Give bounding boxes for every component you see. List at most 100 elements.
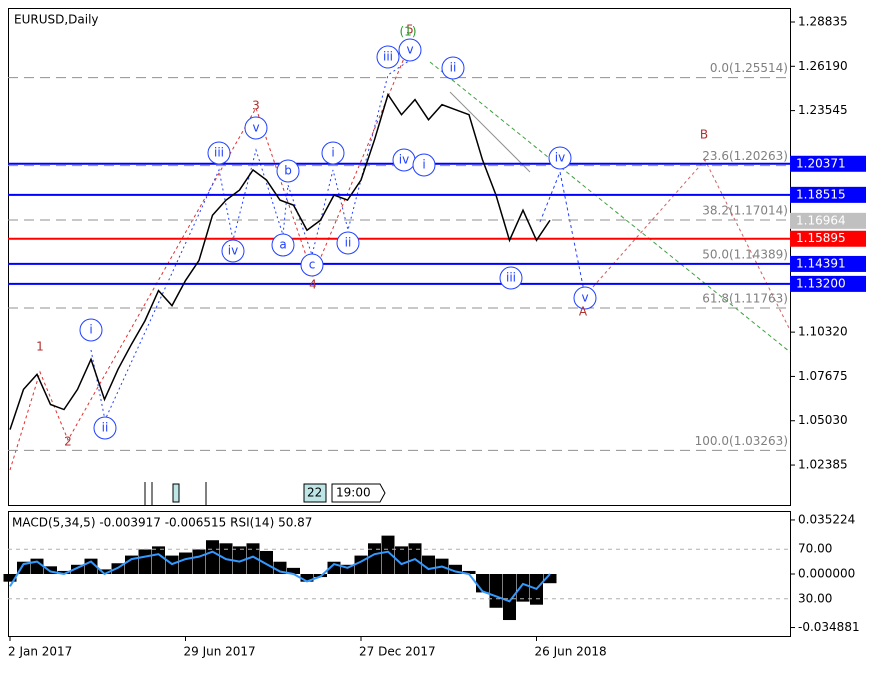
macd-bar: [449, 564, 462, 574]
price-tag-label: 1.14391: [796, 256, 846, 270]
macd-bar: [489, 574, 503, 608]
wave-circle: [300, 253, 324, 277]
wave-label: i: [331, 146, 334, 160]
macd-bar: [516, 574, 530, 602]
price-tag: [790, 212, 866, 229]
x-tick-label: 29 Jun 2017: [184, 645, 256, 659]
wave-label: v: [581, 291, 588, 305]
y-tick-label: 1.26190: [798, 59, 848, 73]
price-tag-label: 1.13200: [796, 276, 846, 290]
y-tick-label: 0.000000: [798, 567, 855, 581]
y-tick-label: 0.035224: [798, 512, 855, 526]
macd-bar: [395, 546, 408, 574]
price-tag: [790, 186, 866, 203]
macd-bar: [57, 570, 71, 574]
wave-circle: [573, 286, 597, 310]
y2-tick-label: 30.00: [798, 591, 832, 605]
trend-line: [429, 61, 791, 353]
price-tag-label: 1.15895: [796, 231, 846, 245]
fib-label: 38.2(1.17014): [702, 203, 788, 217]
marker-box: [331, 483, 386, 503]
macd-bar: [260, 550, 273, 574]
wave-circle: [321, 141, 345, 165]
macd-bar: [152, 546, 165, 574]
wave-label: 5: [406, 23, 414, 37]
price-tag-label: 1.18515: [796, 187, 846, 201]
wave-label: B: [700, 128, 708, 142]
y-tick-label: -0.034881: [798, 620, 860, 634]
wave-projection: [584, 159, 791, 331]
projections: [9, 43, 791, 471]
wave-circle: [244, 116, 268, 140]
wave-circle: [548, 146, 572, 170]
wave-circle: [376, 45, 400, 69]
wave-circle: [207, 141, 231, 165]
macd-bar: [98, 569, 111, 574]
fib-label: 100.0(1.03263): [695, 434, 788, 448]
marker-label: 19:00: [336, 486, 371, 500]
period-separators: [144, 482, 207, 505]
wave-circle: [93, 416, 117, 440]
wave-label: v: [252, 121, 259, 135]
wave-circle: [499, 266, 523, 290]
wave-label: iii: [506, 271, 516, 285]
wave-circle: [441, 56, 465, 80]
wave-label: b: [284, 164, 292, 178]
fib-label: 50.0(1.14389): [702, 247, 788, 261]
price-tag: [790, 155, 866, 172]
wave-label: i: [89, 323, 92, 337]
fib-label: 23.6(1.20263): [702, 149, 788, 163]
marker-label: 22: [307, 486, 322, 500]
wave-label: a: [279, 238, 286, 252]
wave-label: c: [309, 258, 316, 272]
wave-label: 2: [64, 435, 72, 449]
y2-tick-label: 70.00: [798, 542, 832, 556]
wave-count-line: [90, 59, 411, 422]
macd-bar: [368, 543, 381, 574]
macd-bar: [462, 570, 476, 574]
wave-circle: [412, 153, 436, 177]
x-tick-label: 27 Dec 2017: [359, 645, 436, 659]
macd-bar: [300, 574, 314, 582]
trend-line: [449, 91, 531, 173]
macd-bar: [287, 567, 300, 574]
y-tick-label: 1.07675: [798, 369, 848, 383]
wave-label: iv: [228, 244, 238, 258]
macd-bar: [3, 574, 17, 582]
price-tag: [790, 230, 866, 247]
wave-label: iv: [555, 151, 565, 165]
wave-label: ii: [102, 421, 109, 435]
chart-title: EURUSD,Daily: [14, 13, 99, 27]
fib-label: 61.8(1.11763): [702, 291, 788, 305]
wave-label: 1: [36, 340, 44, 354]
rsi-line: [9, 550, 551, 603]
wave-label: ii: [450, 61, 457, 75]
macd-bar: [71, 564, 84, 574]
wave-circle: [221, 239, 245, 263]
y-tick-label: 1.10320: [798, 325, 848, 339]
y-tick-label: 1.05030: [798, 413, 848, 427]
wave-count-line: [9, 43, 411, 471]
wave-label: A: [579, 305, 588, 319]
macd-bar: [44, 566, 57, 574]
wave-label: 4: [309, 278, 317, 292]
wave-projection: [539, 170, 586, 297]
x-tick-label: 2 Jan 2017: [8, 645, 72, 659]
marker-box: [303, 483, 327, 503]
macd-bar: [233, 546, 246, 574]
wave-label: i: [422, 158, 425, 172]
macd-bar: [179, 552, 192, 574]
y-tick-label: 1.23545: [798, 103, 848, 117]
wave-circle: [276, 159, 300, 183]
price-tag-label: 1.20371: [796, 156, 846, 170]
wave-label: iii: [383, 50, 393, 64]
price-tag-label: 1.16964: [796, 213, 846, 227]
macd-bar: [503, 574, 516, 621]
macd-bar: [341, 564, 354, 574]
macd-bar: [273, 561, 287, 574]
marker-box: [172, 483, 180, 503]
y-tick-label: 1.02385: [798, 458, 848, 472]
price-tag: [790, 275, 866, 292]
wave-label: 3: [252, 99, 260, 113]
